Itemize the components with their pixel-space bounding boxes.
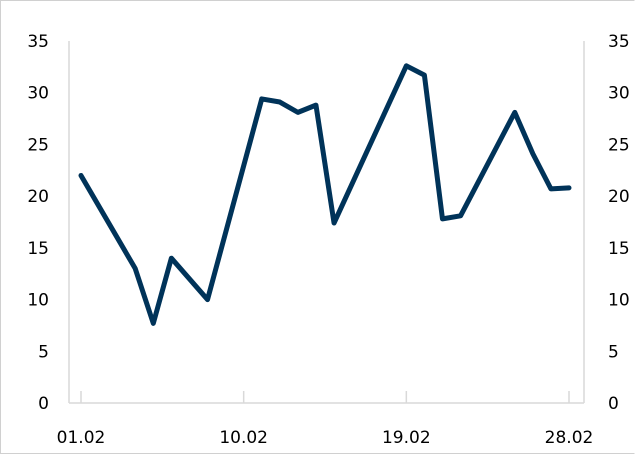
series-line: [78, 63, 572, 326]
right-y-tick-label: 20: [608, 187, 630, 207]
x-tick-label: 19.02: [382, 428, 431, 448]
right-y-tick-label: 35: [608, 32, 630, 52]
left-y-tick-label: 20: [27, 187, 49, 207]
left-y-tick-label: 35: [27, 32, 49, 52]
x-tick-label: 28.02: [545, 428, 594, 448]
right-y-tick-label: 15: [608, 239, 630, 259]
left-y-tick-label: 0: [38, 394, 49, 414]
left-y-tick-labels: 0 5 10 15 20 25 30 35: [27, 32, 49, 414]
right-y-tick-label: 10: [608, 291, 630, 311]
right-y-tick-label: 25: [608, 135, 630, 155]
left-y-tick-label: 30: [27, 84, 49, 104]
left-y-tick-label: 5: [38, 342, 49, 362]
right-y-tick-label: 5: [608, 342, 619, 362]
right-y-tick-labels: 0 5 10 15 20 25 30 35: [608, 32, 630, 414]
left-y-tick-label: 10: [27, 291, 49, 311]
right-y-tick-label: 0: [608, 394, 619, 414]
x-tick-label: 01.02: [57, 428, 106, 448]
left-y-tick-label: 15: [27, 239, 49, 259]
x-tick-labels: 01.02 10.02 19.02 28.02: [57, 391, 594, 448]
x-tick-label: 10.02: [219, 428, 268, 448]
left-y-tick-label: 25: [27, 135, 49, 155]
right-y-tick-label: 30: [608, 84, 630, 104]
